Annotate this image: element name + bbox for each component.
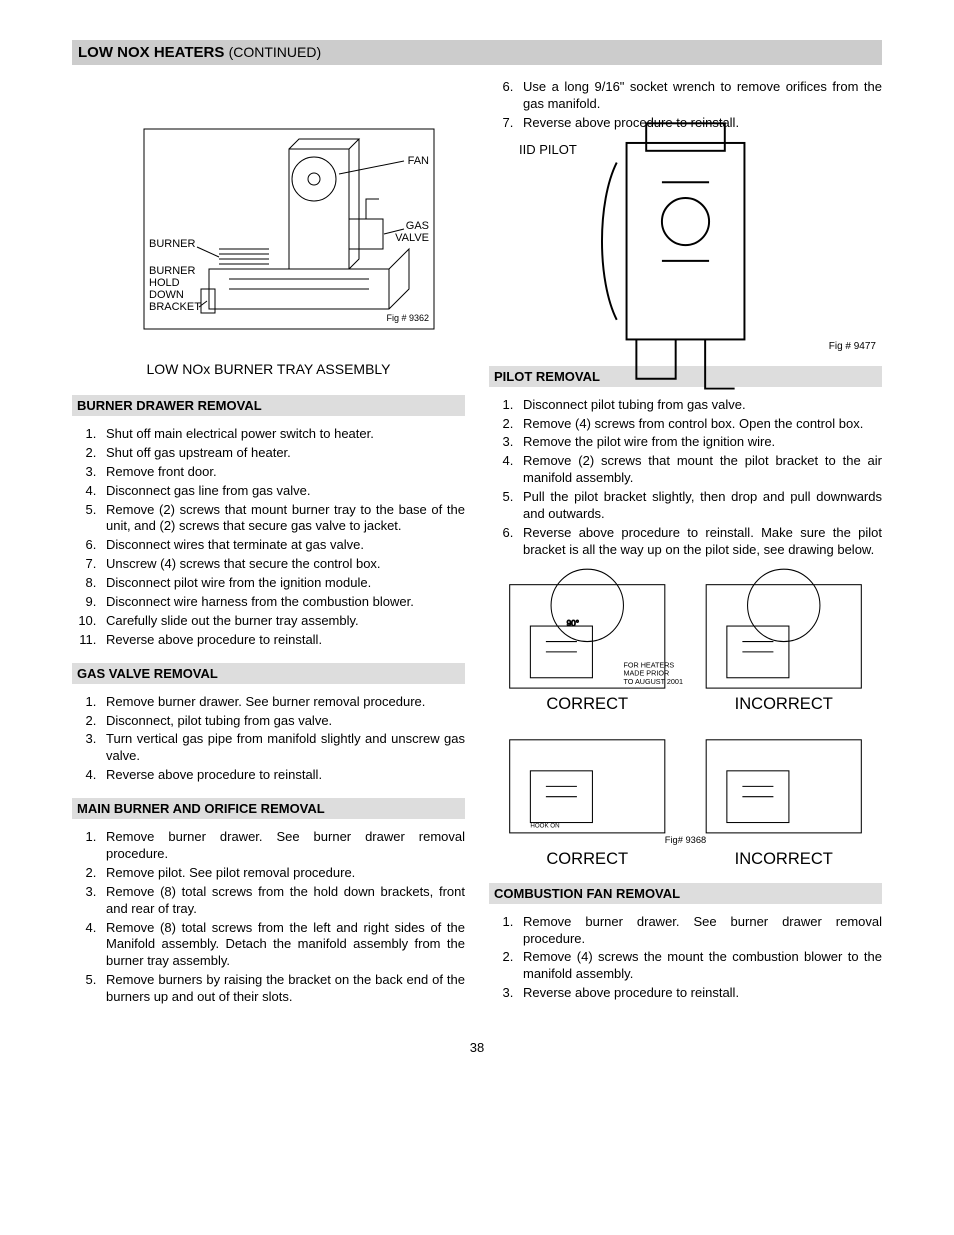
list-item: Disconnect gas line from gas valve.: [100, 483, 465, 500]
svg-text:INCORRECT: INCORRECT: [735, 693, 833, 712]
svg-text:VALVE: VALVE: [395, 232, 429, 244]
combustion-header: COMBUSTION FAN REMOVAL: [489, 883, 882, 904]
gas-valve-list: Remove burner drawer. See burner removal…: [72, 694, 465, 784]
fig-no-9362: Fig # 9362: [386, 313, 429, 323]
list-item: Reverse above procedure to reinstall.: [100, 632, 465, 649]
section-header: LOW NOX HEATERS (CONTINUED): [72, 40, 882, 65]
list-item: Disconnect wire harness from the combust…: [100, 594, 465, 611]
iid-pilot-figure: [489, 161, 882, 341]
section-title: LOW NOX HEATERS: [78, 44, 224, 61]
svg-text:90°: 90°: [567, 619, 580, 628]
correct-incorrect-svg: 90° FOR HEATERS MADE PRIOR TO AUGUST 200…: [489, 564, 882, 874]
list-item: Remove pilot. See pilot removal procedur…: [100, 865, 465, 882]
pilot-removal-list: Disconnect pilot tubing from gas valve.R…: [489, 397, 882, 559]
svg-text:BRACKET: BRACKET: [149, 301, 201, 313]
list-item: Remove (8) total screws from the hold do…: [100, 884, 465, 918]
list-item: Reverse above procedure to reinstall.: [517, 985, 882, 1002]
list-item: Remove (2) screws that mount the pilot b…: [517, 453, 882, 487]
list-item: Remove burner drawer. See burner drawer …: [100, 829, 465, 863]
svg-text:CORRECT: CORRECT: [546, 693, 628, 712]
svg-text:BURNER: BURNER: [149, 238, 196, 250]
burner-tray-caption: LOW NOx BURNER TRAY ASSEMBLY: [72, 361, 465, 377]
svg-text:TO AUGUST 2001: TO AUGUST 2001: [623, 677, 683, 686]
svg-text:INCORRECT: INCORRECT: [735, 848, 833, 867]
correct-incorrect-figure: 90° FOR HEATERS MADE PRIOR TO AUGUST 200…: [489, 569, 882, 869]
list-item: Remove (2) screws that mount burner tray…: [100, 502, 465, 536]
burner-removal-header: BURNER DRAWER REMOVAL: [72, 395, 465, 416]
list-item: Remove burner drawer. See burner drawer …: [517, 914, 882, 948]
burner-removal-list: Shut off main electrical power switch to…: [72, 426, 465, 649]
burner-tray-svg: FAN GAS VALVE BURNER BURNER HOLD DOWN BR…: [89, 89, 449, 349]
iid-pilot-svg: [489, 84, 882, 418]
svg-text:BURNER: BURNER: [149, 265, 196, 277]
main-burner-header: MAIN BURNER AND ORIFICE REMOVAL: [72, 798, 465, 819]
fan-label: FAN: [407, 155, 428, 167]
svg-text:HOLD: HOLD: [149, 277, 180, 289]
list-item: Reverse above procedure to reinstall. Ma…: [517, 525, 882, 559]
burner-tray-figure: FAN GAS VALVE BURNER BURNER HOLD DOWN BR…: [72, 89, 465, 349]
svg-text:Fig# 9368: Fig# 9368: [665, 835, 706, 845]
columns: FAN GAS VALVE BURNER BURNER HOLD DOWN BR…: [72, 77, 882, 1016]
list-item: Remove front door.: [100, 464, 465, 481]
list-item: Pull the pilot bracket slightly, then dr…: [517, 489, 882, 523]
list-item: Disconnect pilot wire from the ignition …: [100, 575, 465, 592]
left-column: FAN GAS VALVE BURNER BURNER HOLD DOWN BR…: [72, 77, 465, 1016]
list-item: Remove (4) screws the mount the combusti…: [517, 949, 882, 983]
svg-text:DOWN: DOWN: [149, 289, 184, 301]
list-item: Disconnect, pilot tubing from gas valve.: [100, 713, 465, 730]
svg-text:GAS: GAS: [405, 220, 428, 232]
list-item: Disconnect wires that terminate at gas v…: [100, 537, 465, 554]
list-item: Carefully slide out the burner tray asse…: [100, 613, 465, 630]
list-item: Turn vertical gas pipe from manifold sli…: [100, 731, 465, 765]
list-item: Shut off gas upstream of heater.: [100, 445, 465, 462]
svg-text:CORRECT: CORRECT: [546, 848, 628, 867]
list-item: Remove burners by raising the bracket on…: [100, 972, 465, 1006]
list-item: Reverse above procedure to reinstall.: [100, 767, 465, 784]
list-item: Shut off main electrical power switch to…: [100, 426, 465, 443]
svg-text:HOOK ON: HOOK ON: [530, 822, 559, 829]
list-item: Remove (8) total screws from the left an…: [100, 920, 465, 971]
right-column: Use a long 9/16" socket wrench to remove…: [489, 77, 882, 1016]
section-cont: (CONTINUED): [229, 44, 322, 60]
gas-valve-header: GAS VALVE REMOVAL: [72, 663, 465, 684]
page-number: 38: [72, 1040, 882, 1055]
list-item: Remove the pilot wire from the ignition …: [517, 434, 882, 451]
main-burner-list: Remove burner drawer. See burner drawer …: [72, 829, 465, 1006]
list-item: Remove (4) screws from control box. Open…: [517, 416, 882, 433]
list-item: Unscrew (4) screws that secure the contr…: [100, 556, 465, 573]
list-item: Remove burner drawer. See burner removal…: [100, 694, 465, 711]
combustion-list: Remove burner drawer. See burner drawer …: [489, 914, 882, 1002]
